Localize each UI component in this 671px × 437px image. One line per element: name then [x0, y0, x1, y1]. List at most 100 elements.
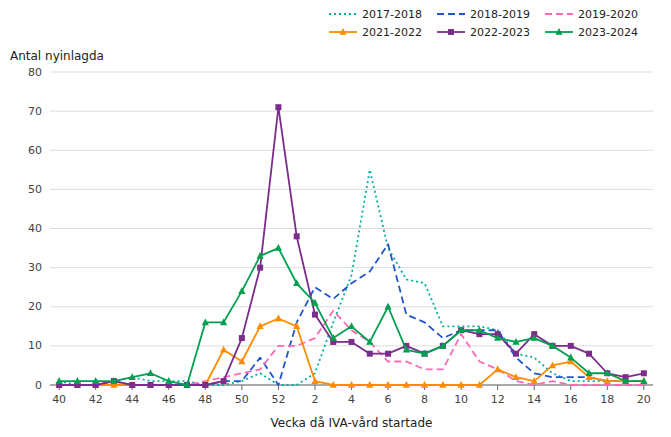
point-marker — [348, 322, 355, 329]
point-marker — [640, 377, 647, 384]
point-marker — [549, 342, 556, 349]
point-marker — [257, 265, 263, 271]
x-tick-label: 8 — [421, 393, 428, 406]
series — [56, 244, 648, 388]
x-tick-label: 10 — [454, 393, 468, 406]
point-marker — [238, 358, 245, 365]
series — [59, 244, 644, 385]
point-marker — [238, 287, 245, 294]
series — [56, 314, 648, 387]
point-marker — [458, 326, 465, 333]
point-marker — [422, 351, 428, 357]
series-line — [59, 170, 644, 385]
grid-line — [50, 150, 653, 151]
point-marker — [311, 299, 318, 306]
legend-label: 2018-2019 — [470, 8, 530, 21]
point-marker — [129, 381, 136, 388]
grid-line — [50, 111, 653, 112]
legend-marker — [339, 28, 346, 35]
point-marker — [385, 351, 391, 357]
point-marker — [512, 373, 519, 380]
y-axis-label: Antal nyinlagda — [10, 49, 104, 63]
point-marker — [311, 377, 318, 384]
point-marker — [366, 338, 373, 345]
chart: 0102030405060708040424446485052246810121… — [0, 0, 671, 437]
x-tick-label: 46 — [162, 393, 176, 406]
y-tick-label: 60 — [28, 144, 42, 157]
series-line — [59, 318, 644, 385]
legend-swatch — [545, 13, 573, 15]
point-marker — [641, 370, 647, 376]
x-tick-label: 6 — [385, 393, 392, 406]
x-tick-label: 44 — [125, 393, 139, 406]
point-marker — [220, 346, 227, 353]
legend-swatch — [437, 13, 465, 15]
point-marker — [531, 377, 538, 384]
point-marker — [403, 381, 410, 388]
point-marker — [384, 381, 391, 388]
point-marker — [275, 314, 282, 321]
legend-label: 2017-2018 — [362, 8, 422, 21]
point-marker — [74, 377, 81, 384]
point-marker — [184, 382, 190, 388]
point-marker — [165, 377, 172, 384]
x-tick-label: 40 — [52, 393, 66, 406]
point-marker — [586, 351, 592, 357]
legend-marker — [555, 28, 562, 35]
point-marker — [604, 370, 610, 376]
point-marker — [293, 279, 300, 286]
y-tick-label: 70 — [28, 105, 42, 118]
point-marker — [330, 381, 337, 388]
series — [56, 104, 647, 388]
grid — [50, 72, 653, 385]
point-marker — [585, 369, 592, 376]
point-marker — [568, 343, 574, 349]
point-marker — [294, 233, 300, 239]
point-marker — [367, 351, 373, 357]
point-marker — [129, 373, 136, 380]
y-tick-label: 40 — [28, 222, 42, 235]
point-marker — [549, 361, 556, 368]
point-marker — [458, 381, 465, 388]
point-marker — [148, 382, 154, 388]
point-marker — [421, 381, 428, 388]
point-marker — [622, 377, 629, 384]
grid-line — [50, 72, 653, 73]
point-marker — [147, 381, 154, 388]
point-marker — [476, 381, 483, 388]
series-line — [59, 244, 644, 385]
point-marker — [366, 381, 373, 388]
point-marker — [439, 381, 446, 388]
x-tick-label: 42 — [89, 393, 103, 406]
point-marker — [494, 334, 501, 341]
legend-label: 2019-2020 — [578, 8, 638, 21]
point-marker — [293, 322, 300, 329]
series-line — [59, 248, 644, 385]
grid-line — [50, 306, 653, 307]
point-marker — [239, 335, 245, 341]
x-tick-label: 20 — [637, 393, 651, 406]
point-marker — [202, 318, 209, 325]
x-tick — [241, 385, 242, 390]
x-tick-label: 12 — [491, 393, 505, 406]
point-marker — [202, 382, 208, 388]
point-marker — [221, 378, 227, 384]
point-marker — [275, 244, 282, 251]
point-marker — [312, 312, 318, 318]
legend-swatch — [329, 13, 357, 15]
point-marker — [348, 381, 355, 388]
x-tick — [643, 385, 644, 390]
point-marker — [604, 377, 611, 384]
x-tick-label: 52 — [271, 393, 285, 406]
point-marker — [202, 381, 209, 388]
legend: 2017-20182018-20192019-20202021-20222022… — [329, 8, 638, 39]
y-tick-label: 50 — [28, 183, 42, 196]
point-marker — [257, 322, 264, 329]
point-marker — [439, 342, 446, 349]
point-marker — [531, 334, 538, 341]
y-tick-label: 0 — [35, 379, 42, 392]
x-tick — [314, 385, 315, 390]
x-tick-label: 50 — [235, 393, 249, 406]
series-line — [59, 107, 644, 385]
legend-marker — [448, 29, 454, 35]
